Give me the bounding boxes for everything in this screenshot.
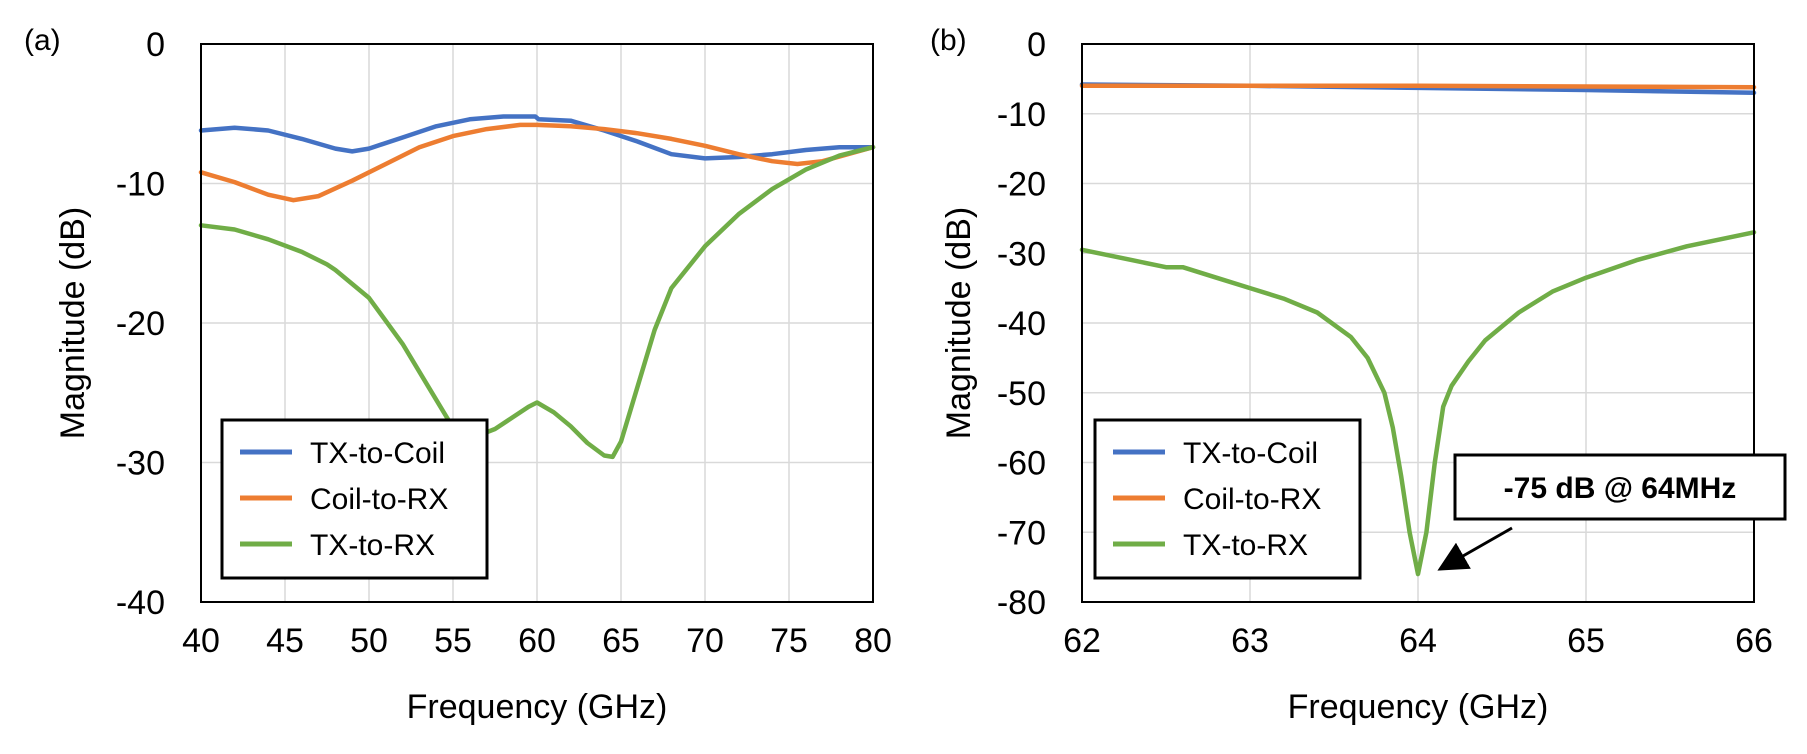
- panel-a-y-axis-label: Magnitude (dB): [54, 207, 92, 439]
- panel-a-y-tick-label: -40: [116, 584, 165, 622]
- panel-a-legend-entry: TX-to-RX: [310, 529, 435, 562]
- panel-a-series-line-tx-to-rx: [198, 144, 876, 460]
- panel-b-y-tick-label: -30: [997, 235, 1046, 273]
- panel-a-x-tick-label: 75: [770, 622, 808, 660]
- panel-a-x-tick-label: 60: [518, 622, 556, 660]
- panel-b-x-tick-label: 64: [1399, 622, 1437, 660]
- panel-b-annotation-arrow: [1437, 526, 1513, 571]
- chart-panel-a: 40 45 50 55 60 65 70 75 80 0 -10 -20 -30 -40 Frequency…: [24, 24, 892, 726]
- panel-b-x-tick-label: 65: [1567, 622, 1605, 660]
- panel-a-x-tick-label: 70: [686, 622, 724, 660]
- panel-b-x-tick-label: 62: [1063, 622, 1101, 660]
- panel-b-plot-frame: [1081, 43, 1755, 603]
- panel-a-series-line-coil-to-rx: [198, 122, 876, 203]
- panel-a-y-tick-label: -30: [116, 445, 165, 483]
- panel-a-x-tick-label: 45: [266, 622, 304, 660]
- panel-b-y-tick-label: -50: [997, 375, 1046, 413]
- panel-a-x-tick-label: 65: [602, 622, 640, 660]
- panel-b-y-axis-label: Magnitude (dB): [940, 207, 978, 439]
- panel-a-legend-entry: TX-to-Coil: [310, 437, 445, 470]
- panel-b-legend-entry: TX-to-RX: [1183, 529, 1308, 562]
- panel-b-legend-entry: Coil-to-RX: [1183, 483, 1321, 516]
- panel-b-annotation-box: [1453, 453, 1787, 521]
- panel-b-series-line-tx-to-rx: [1079, 230, 1757, 577]
- panel-a-legend-entry: Coil-to-RX: [310, 483, 448, 516]
- panel-b-y-tick-label: -80: [997, 584, 1046, 622]
- panel-a-y-tick-label: -10: [116, 166, 165, 204]
- panel-a-y-tick-label: 0: [146, 26, 165, 64]
- panel-a-x-tick-label: 40: [182, 622, 220, 660]
- panel-b-y-tick-label: -40: [997, 305, 1046, 343]
- chart-panel-b: 62 63 64 65 66 0 -10 -20 -30 -40 -50 -60 -70 -80 Frequ…: [930, 24, 1787, 726]
- panel-b-y-tick-label: -20: [997, 166, 1046, 204]
- panel-b-x-tick-label: 66: [1735, 622, 1773, 660]
- panel-a-label: (a): [24, 24, 61, 57]
- panel-a-x-axis-label: Frequency (GHz): [407, 688, 668, 726]
- panel-a-x-tick-label: 50: [350, 622, 388, 660]
- panel-b-x-tick-label: 63: [1231, 622, 1269, 660]
- panel-b-series-line-coil-to-rx: [1079, 83, 1757, 90]
- panel-b-annotation-text: -75 dB @ 64MHz: [1504, 472, 1737, 505]
- panel-b-y-tick-label: 0: [1027, 26, 1046, 64]
- panel-b-x-axis-label: Frequency (GHz): [1288, 688, 1549, 726]
- panel-b-legend-entry: TX-to-Coil: [1183, 437, 1318, 470]
- panel-a-x-tick-label: 55: [434, 622, 472, 660]
- panel-a-x-tick-label: 80: [854, 622, 892, 660]
- panel-a-plot-frame: [200, 43, 874, 603]
- panel-b-y-tick-label: -60: [997, 445, 1046, 483]
- panel-b-y-tick-label: -70: [997, 514, 1046, 552]
- panel-b-label: (b): [930, 24, 967, 57]
- panel-b-y-tick-label: -10: [997, 96, 1046, 134]
- panel-a-y-tick-label: -20: [116, 305, 165, 343]
